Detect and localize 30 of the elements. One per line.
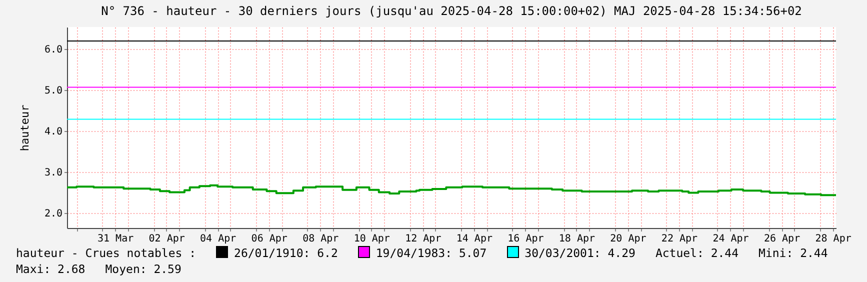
- chart-title: N° 736 - hauteur - 30 derniers jours (jusqu'au 2025-04-28 15:00:00+02) MAJ 2025-04-28 15:34:56+02: [101, 4, 802, 18]
- x-tick-label: 02 Apr: [148, 234, 185, 244]
- text: Mini: 2.44: [758, 245, 828, 261]
- x-tick-label: 04 Apr: [200, 234, 236, 244]
- text: Maxi: 2.68: [16, 262, 86, 276]
- y-tick-label: 4.0: [44, 126, 62, 138]
- text: hauteur - Crues notables :: [16, 246, 196, 260]
- y-tick-label: 5.0: [44, 86, 62, 97]
- x-tick-label: 26 Apr: [764, 234, 800, 244]
- y-axis-title: hauteur: [18, 104, 32, 152]
- x-tick-label: 28 Apr: [815, 234, 852, 244]
- y-tick-label: 2.0: [44, 208, 62, 220]
- x-tick-label: 31 Mar: [98, 234, 134, 244]
- x-tick-label: 20 Apr: [610, 234, 646, 244]
- y-tick-label: 6.0: [44, 44, 62, 56]
- x-tick-label: 18 Apr: [558, 234, 596, 244]
- x-tick-label: 24 Apr: [712, 234, 749, 244]
- x-tick-label: 10 Apr: [354, 234, 390, 244]
- legend-label: 19/04/1983: 5.07: [374, 245, 487, 261]
- legend-label: 30/03/2001: 4.29: [524, 245, 636, 261]
- x-tick-label: 16 Apr: [508, 234, 544, 244]
- x-tick-label: 22 Apr: [661, 234, 698, 244]
- x-tick-label: 06 Apr: [251, 234, 288, 244]
- text: Moyen: 2.59: [105, 261, 182, 277]
- legend-label: 26/01/1910: 6.2: [233, 245, 338, 261]
- x-tick-label: 12 Apr: [405, 234, 442, 244]
- x-tick-label: 08 Apr: [302, 234, 339, 244]
- x-tick-label: 14 Apr: [456, 234, 492, 244]
- text: Actuel: 2.44: [655, 245, 739, 261]
- y-tick-label: 3.0: [44, 168, 62, 179]
